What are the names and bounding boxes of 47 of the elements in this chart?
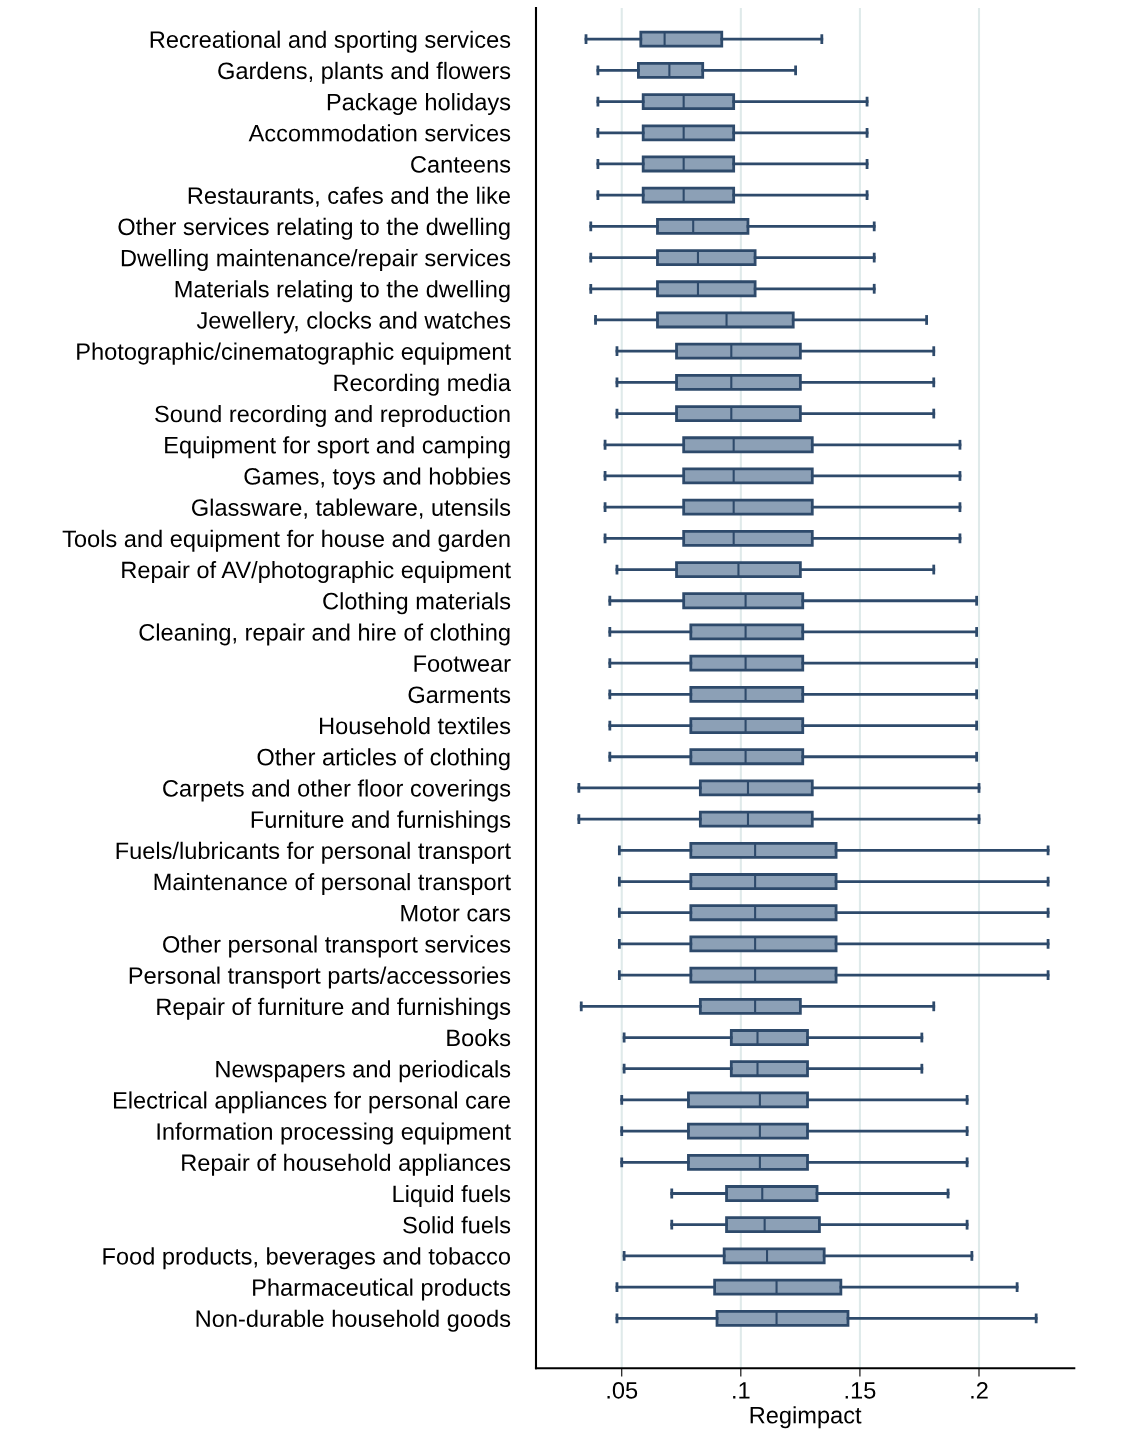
x-tick-label: .05 [607,1382,638,1399]
y-tick-label: Food products, beverages and tobacco [103,1247,511,1270]
y-tick-label: Equipment for sport and camping [165,436,510,459]
x-axis-title: Regimpact [750,1406,862,1429]
y-tick-label: Package holidays [327,93,511,116]
y-tick-label: Repair of furniture and furnishings [157,997,511,1020]
y-tick-label: Gardens, plants and flowers [218,61,511,84]
y-tick-label: Clothing materials [323,592,511,615]
y-tick-label: Games, toys and hobbies [244,467,511,490]
y-tick-label: Information processing equipment [157,1122,511,1145]
y-tick-label: Non-durable household goods [196,1309,511,1332]
y-tick-label: Accommodation services [248,124,511,142]
y-tick-label: Solid fuels [403,1216,511,1234]
y-tick-label: Other articles of clothing [257,748,510,771]
y-tick-label: Repair of AV/photographic equipment [122,561,511,584]
y-tick-label: Sound recording and reproduction [155,405,510,428]
y-tick-label: Motor cars [401,905,511,922]
y-tick-label: Repair of household appliances [182,1153,511,1176]
y-tick-label: Photographic/cinematographic equipment [77,342,511,365]
y-tick-label: Newspapers and periodicals [216,1060,511,1083]
y-tick-label: Materials relating to the dwelling [175,280,510,303]
y-tick-label: Electrical appliances for personal care [113,1091,510,1114]
y-tick-label: Recreational and sporting services [150,30,511,53]
y-tick-label: Books [447,1028,511,1047]
y-tick-label: Restaurants, cafes and the like [188,186,510,207]
y-tick-label: Household textiles [320,716,511,735]
y-tick-label: Jewellery, clocks and watches [196,311,511,334]
x-tick-label: .15 [845,1382,876,1399]
y-tick-label: Dwelling maintenance/repair services [121,249,511,272]
y-tick-label: Canteens [411,156,511,173]
y-tick-label: Fuels/lubricants for personal transport [116,841,511,864]
x-tick-label: .1 [733,1382,750,1399]
y-tick-label: Personal transport parts/accessories [129,966,511,989]
y-tick-label: Tools and equipment for house and garden [62,529,510,552]
y-tick-label: Other services relating to the dwelling [118,217,510,240]
y-tick-label: Garments [408,686,511,704]
y-tick-label: Footwear [414,655,511,672]
x-tick-label: .2 [971,1382,988,1399]
y-tick-label: Other personal transport services [163,935,511,958]
y-tick-label: Recording media [334,373,512,396]
y-tick-label: Liquid fuels [393,1184,511,1207]
y-tick-label: Carpets and other floor coverings [163,779,511,802]
y-tick-label: Maintenance of personal transport [154,872,511,895]
y-tick-label: Cleaning, repair and hire of clothing [139,623,510,646]
y-tick-label: Pharmaceutical products [253,1278,511,1301]
y-tick-label: Furniture and furnishings [251,810,511,833]
y-tick-label: Glassware, tableware, utensils [192,498,511,519]
